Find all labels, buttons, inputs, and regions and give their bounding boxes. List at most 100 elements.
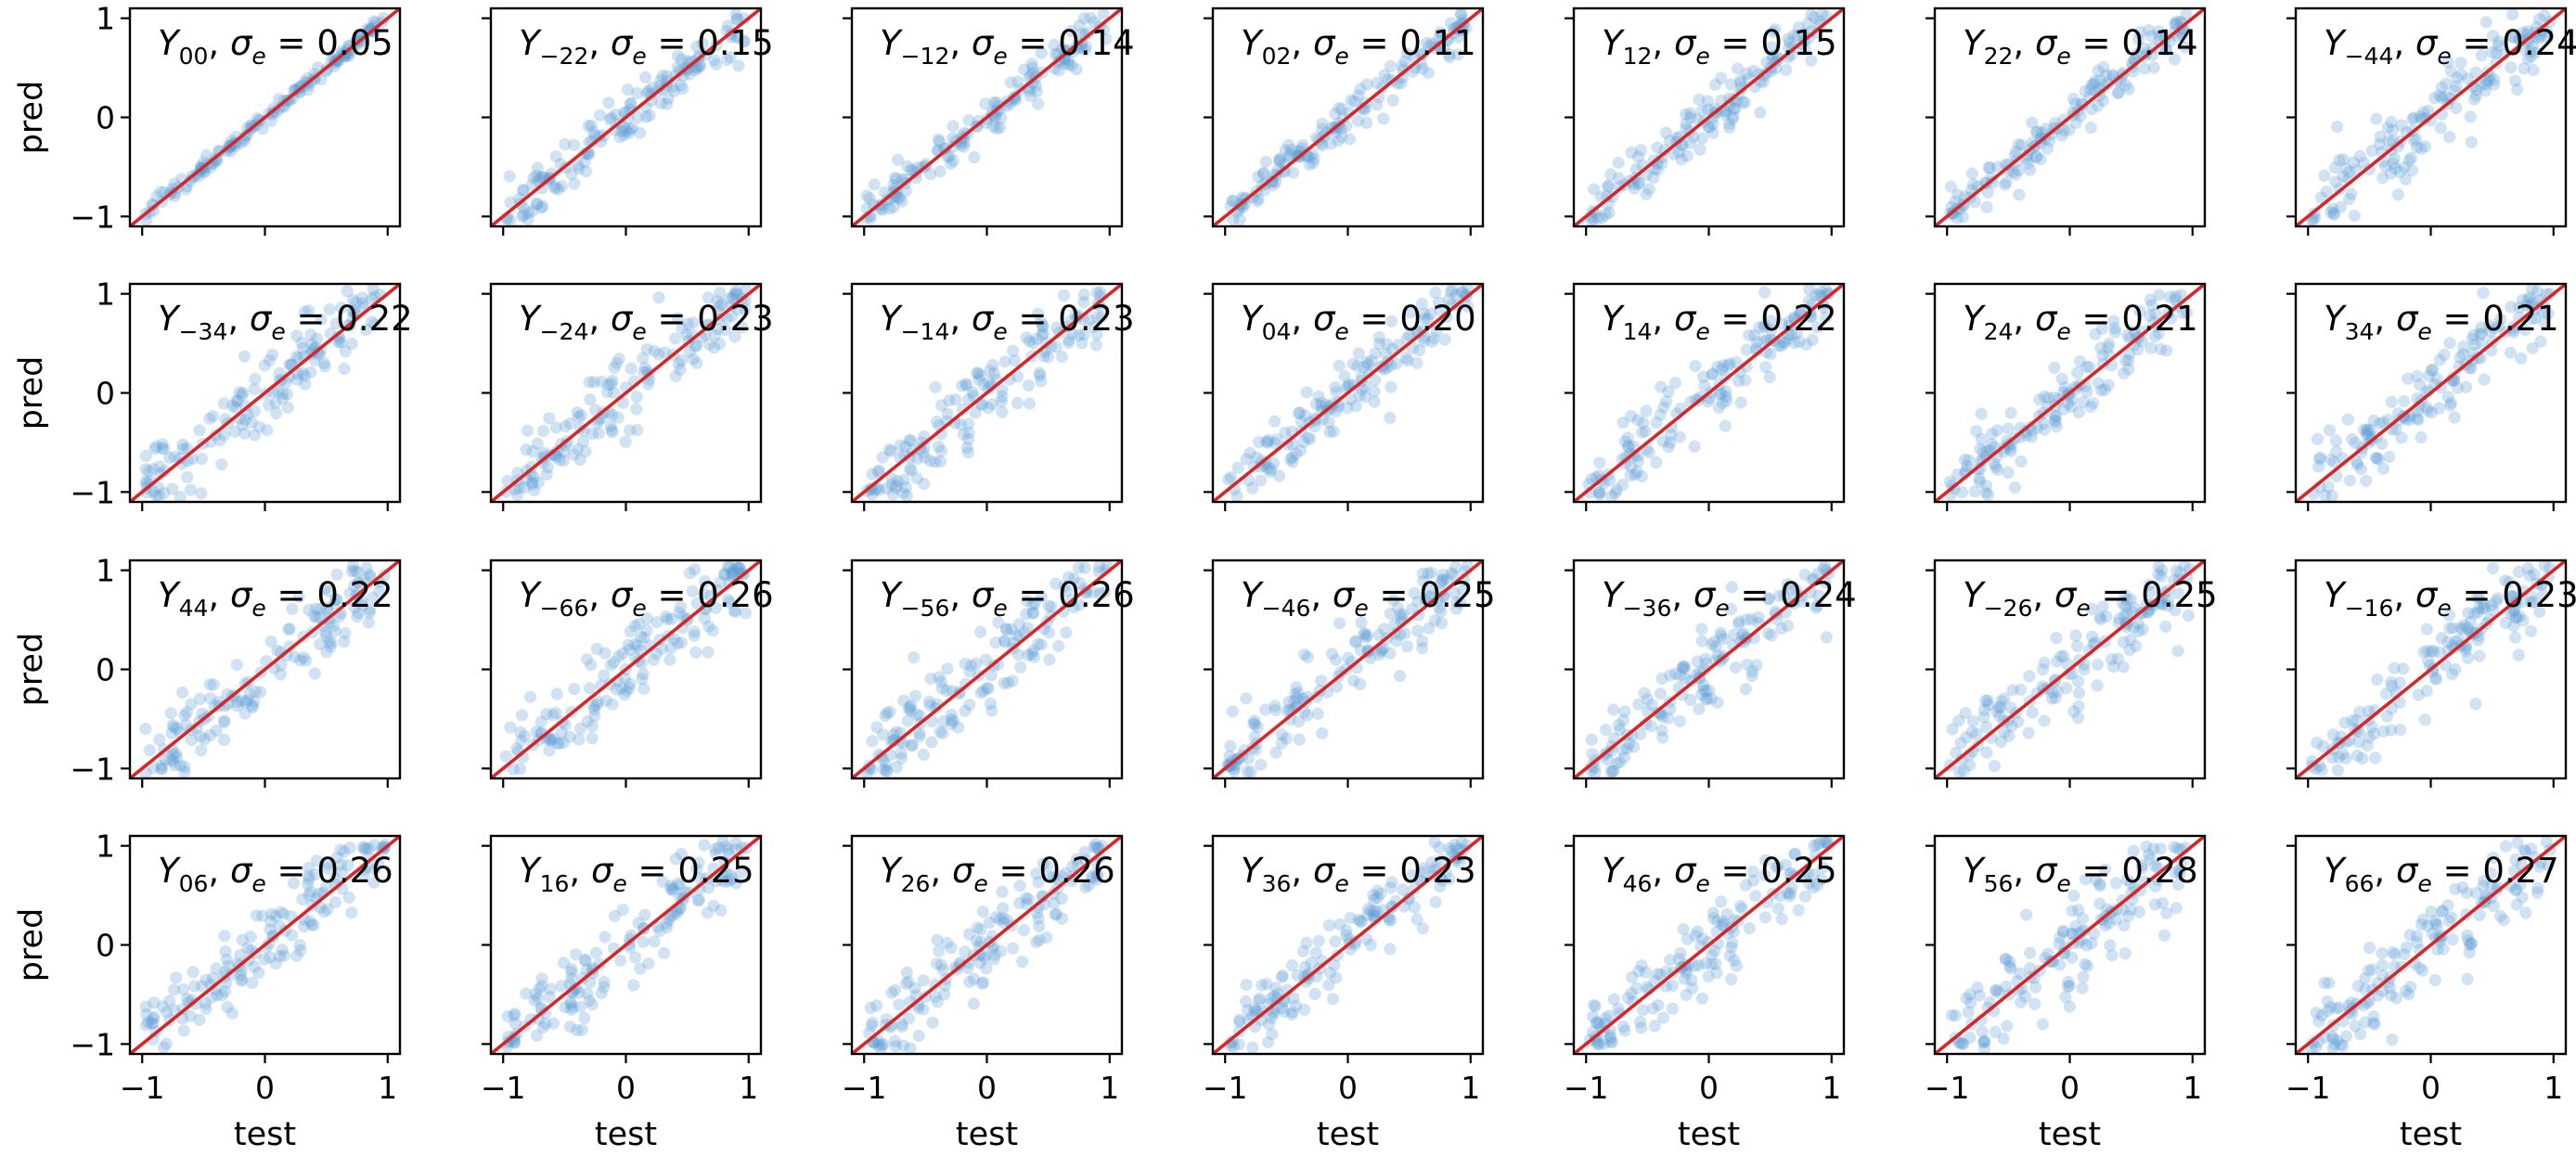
data-point <box>1785 328 1798 341</box>
data-point <box>170 751 184 764</box>
data-point <box>2337 153 2350 166</box>
data-point <box>2507 604 2521 617</box>
data-point <box>1395 77 1408 90</box>
data-point <box>990 122 1004 135</box>
data-point <box>669 853 683 866</box>
data-point <box>2330 445 2343 458</box>
data-point <box>729 31 742 44</box>
data-point <box>1032 876 1045 889</box>
data-point <box>1586 748 1599 761</box>
data-point <box>639 110 653 123</box>
data-point <box>2162 594 2175 608</box>
data-point <box>1975 407 1988 420</box>
data-point <box>2528 568 2541 581</box>
data-point <box>2124 633 2137 647</box>
data-point <box>2508 74 2522 87</box>
data-point <box>245 416 258 429</box>
identity-line <box>2296 8 2566 226</box>
sigma-subscript: e <box>973 870 987 897</box>
data-point <box>521 424 535 437</box>
sigma-value: 0.27 <box>2482 851 2558 891</box>
data-point <box>1950 746 1963 760</box>
data-point <box>982 682 995 695</box>
data-point <box>2488 73 2501 86</box>
panel-title-equals: = <box>2091 575 2142 615</box>
data-point <box>1624 447 1637 460</box>
data-point <box>2156 896 2170 910</box>
data-point <box>2449 662 2462 676</box>
data-point <box>2395 431 2408 444</box>
data-point <box>618 672 631 685</box>
data-point <box>503 170 516 183</box>
identity-line <box>1574 284 1844 502</box>
data-point <box>2062 397 2075 410</box>
data-point <box>566 1001 579 1014</box>
data-point <box>1280 732 1293 745</box>
data-point <box>520 443 533 456</box>
scatter-panel: Y34, σe = 0.21 <box>2286 282 2568 511</box>
data-point <box>2482 613 2495 626</box>
data-point <box>899 185 912 198</box>
data-point <box>880 759 893 772</box>
data-point <box>226 399 239 412</box>
data-point <box>1282 138 1295 152</box>
data-point <box>2155 342 2168 355</box>
data-point <box>959 704 972 717</box>
data-point <box>573 986 586 999</box>
data-point <box>653 924 666 938</box>
data-point <box>989 911 1002 924</box>
data-point <box>1001 676 1014 689</box>
data-point <box>2542 31 2555 44</box>
panel-title-separator: , <box>949 575 972 615</box>
data-point <box>1759 361 1772 374</box>
data-point <box>1092 560 1106 573</box>
data-point <box>901 160 914 173</box>
data-point <box>1792 21 1806 34</box>
data-point <box>1360 116 1373 129</box>
scatter-panel: Y−36, σe = 0.24 <box>1565 559 1857 788</box>
data-point <box>666 908 680 922</box>
data-point <box>985 704 998 717</box>
data-point <box>985 669 998 682</box>
data-point <box>189 997 202 1010</box>
data-point <box>2080 959 2094 972</box>
data-point <box>1255 758 1268 771</box>
data-point <box>1752 68 1765 81</box>
data-point <box>889 482 902 495</box>
data-point <box>1222 473 1235 486</box>
data-point <box>1361 629 1374 642</box>
data-point <box>2063 123 2076 136</box>
data-point <box>1655 724 1668 737</box>
data-point <box>2018 425 2031 438</box>
data-point <box>902 1012 915 1025</box>
panel-title-subscript: 00 <box>179 43 209 70</box>
data-point <box>517 184 530 198</box>
data-point <box>2521 293 2535 306</box>
data-point <box>635 630 648 644</box>
data-point <box>2325 751 2339 764</box>
data-point <box>887 178 900 191</box>
data-point <box>670 906 684 920</box>
data-point <box>222 959 235 972</box>
data-point <box>1416 567 1429 580</box>
data-point <box>233 386 246 399</box>
data-point <box>2376 172 2389 185</box>
data-point <box>2345 187 2358 200</box>
data-point <box>1240 692 1253 705</box>
data-point <box>1810 601 1823 614</box>
data-point <box>1410 356 1423 369</box>
data-point <box>230 394 243 407</box>
data-point <box>2499 574 2512 587</box>
data-point <box>1810 599 1823 612</box>
data-point <box>971 366 984 379</box>
data-point <box>690 40 703 53</box>
sigma-symbol: σ <box>1694 575 1717 615</box>
data-point <box>1981 488 1994 502</box>
data-point <box>324 640 337 653</box>
data-point <box>2461 72 2474 85</box>
data-point <box>334 336 347 349</box>
data-point <box>2504 346 2517 359</box>
data-point <box>1659 395 1673 408</box>
data-point <box>891 480 904 493</box>
data-point <box>269 909 282 923</box>
